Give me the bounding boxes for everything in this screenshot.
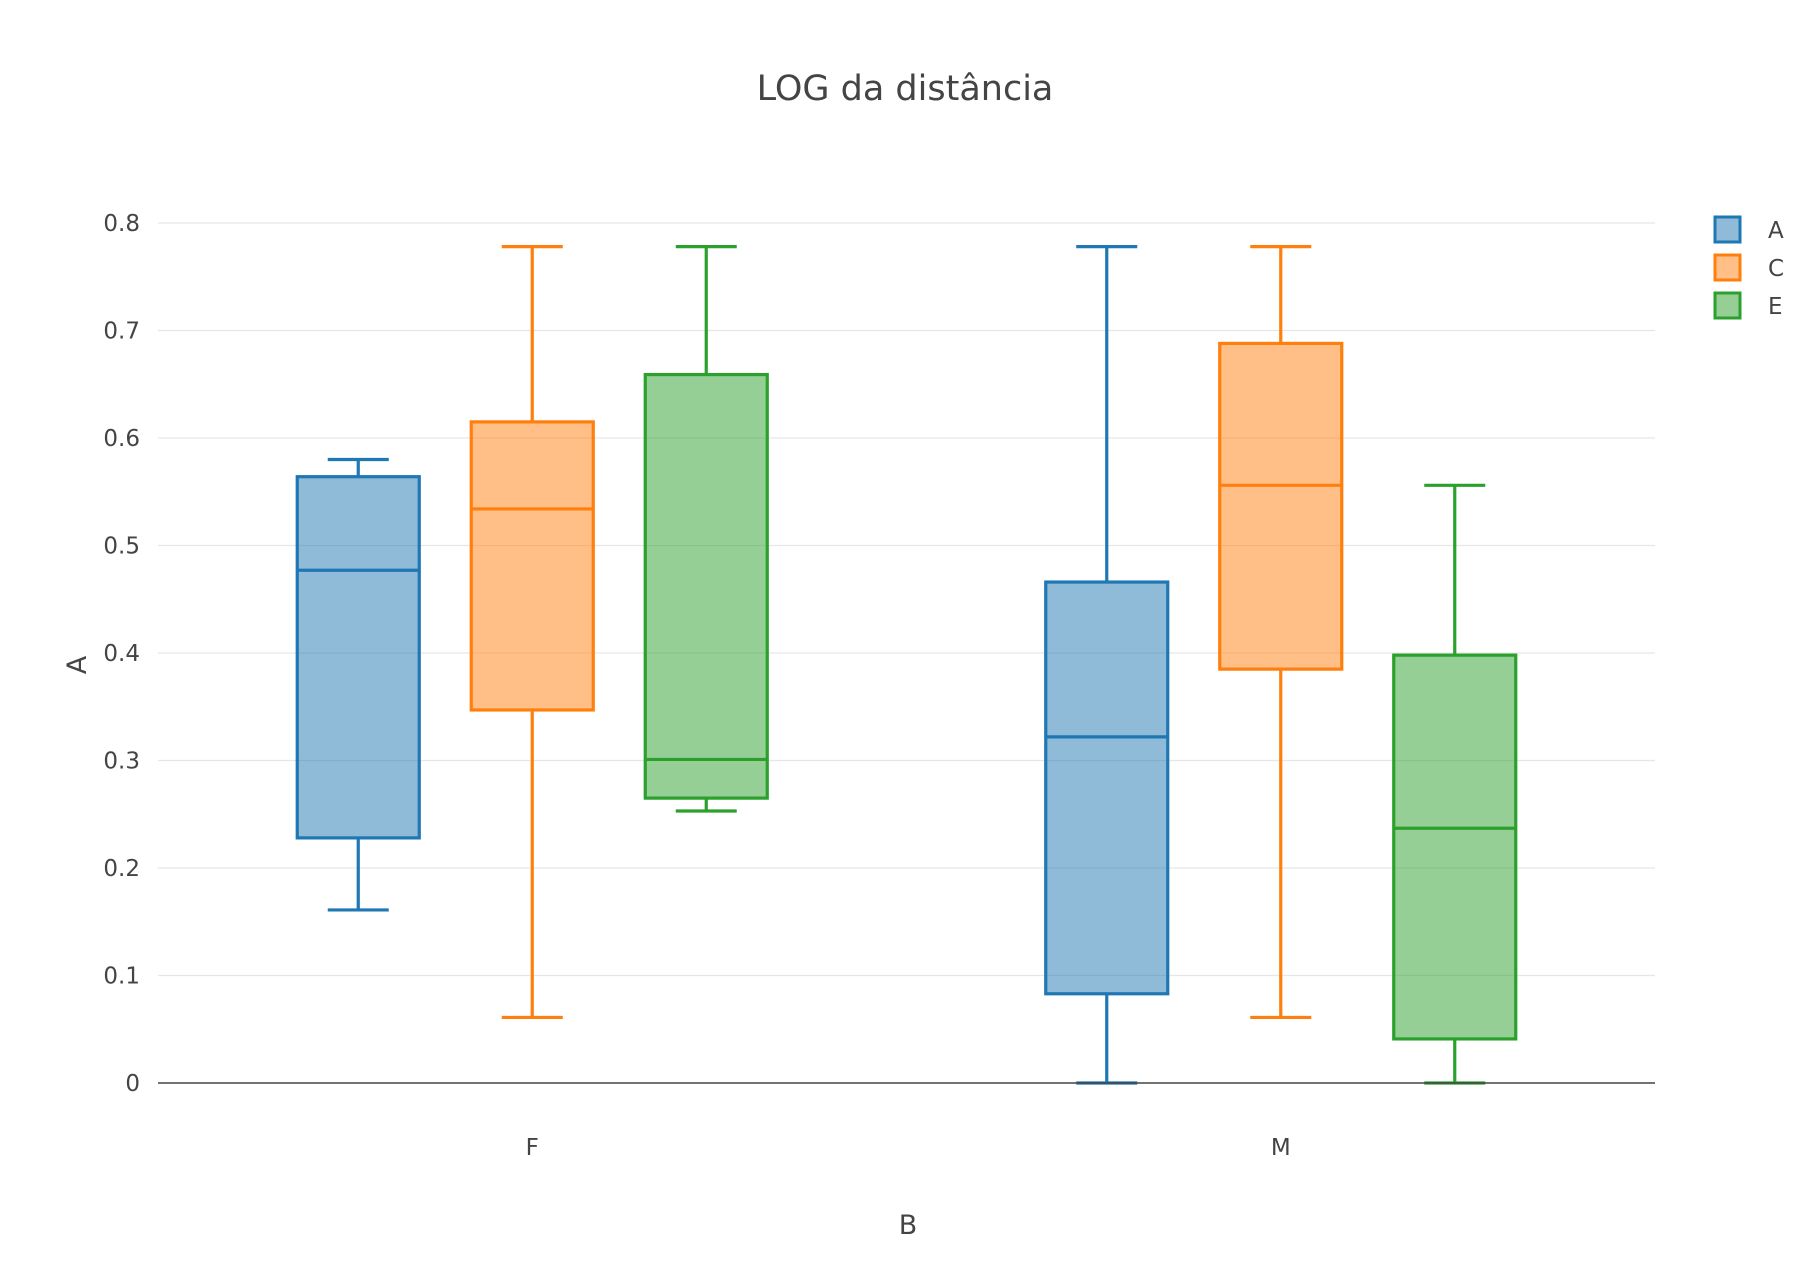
y-tick-label: 0.4	[103, 641, 140, 667]
iqr-box	[643, 372, 769, 800]
y-tick-label: 0.8	[103, 211, 140, 237]
y-tick-label: 0.3	[103, 749, 140, 775]
legend-item-E: E	[1713, 291, 1783, 320]
box-C-M	[1218, 245, 1344, 1020]
box-A-F	[295, 457, 421, 912]
y-tick-label: 0.7	[103, 319, 140, 345]
legend-swatch	[1713, 215, 1742, 244]
box-E-F	[643, 245, 769, 813]
y-tick-label: 0.6	[103, 426, 140, 452]
legend-item-C: C	[1713, 253, 1784, 282]
y-tick-label: 0.2	[103, 856, 140, 882]
iqr-box	[1218, 341, 1344, 671]
box-A-M	[1044, 245, 1170, 1085]
iqr-box	[469, 420, 595, 712]
box-C-F	[469, 245, 595, 1020]
y-tick-label: 0	[125, 1071, 140, 1097]
iqr-box	[1392, 653, 1518, 1041]
plot-area	[295, 245, 1518, 1085]
legend: ACE	[1713, 215, 1784, 320]
legend-label: C	[1768, 256, 1784, 282]
chart-title: LOG da distância	[757, 69, 1054, 109]
legend-label: E	[1768, 294, 1783, 320]
box-E-M	[1392, 483, 1518, 1085]
y-tick-label: 0.1	[103, 964, 140, 990]
x-tick-label: M	[1271, 1135, 1291, 1161]
x-axis-title: B	[899, 1210, 918, 1241]
y-tick-label: 0.5	[103, 534, 140, 560]
x-tick-label: F	[526, 1135, 539, 1161]
legend-swatch	[1713, 253, 1742, 282]
legend-label: A	[1768, 218, 1784, 244]
axes: 0 0.1 0.2 0.3 0.4 0.5 0.6 0.7 0.8 F M	[103, 211, 1655, 1161]
legend-item-A: A	[1713, 215, 1784, 244]
y-axis-title: A	[62, 655, 93, 674]
legend-swatch	[1713, 291, 1742, 320]
iqr-box	[295, 475, 421, 840]
iqr-box	[1044, 580, 1170, 996]
